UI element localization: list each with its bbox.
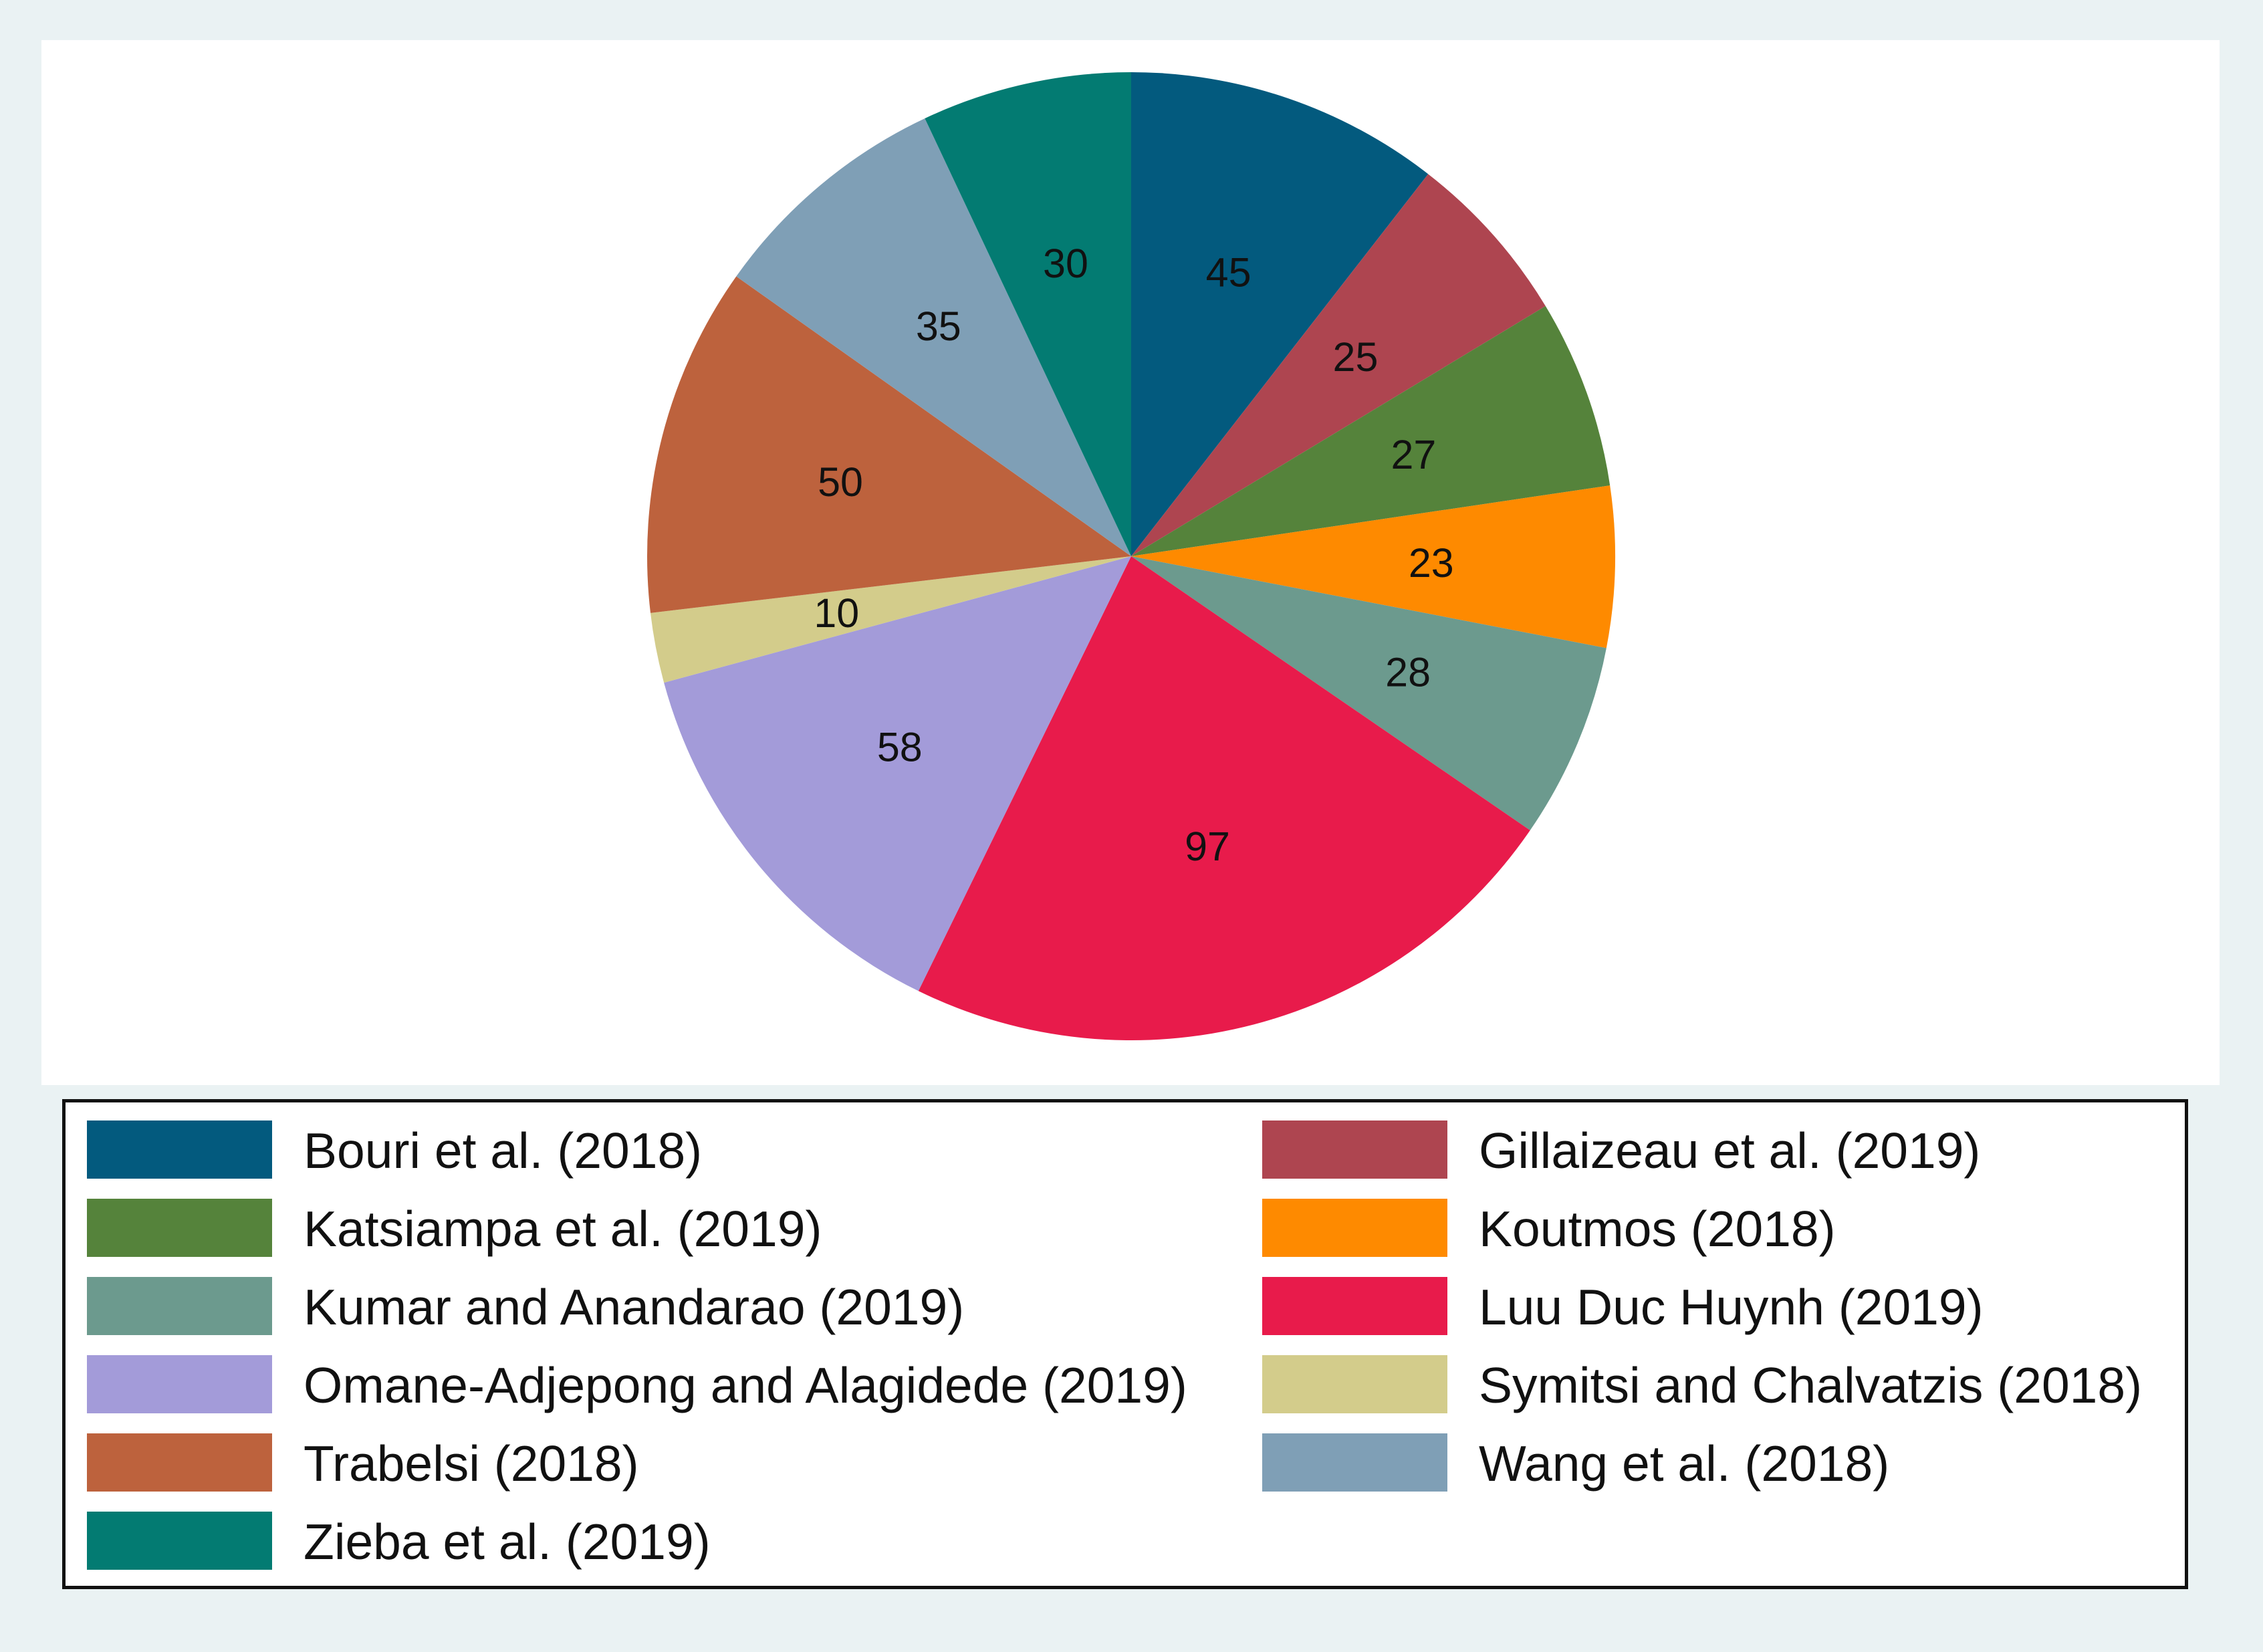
pie-slice-bouri-et-al-2018 bbox=[1131, 72, 1429, 556]
legend-label: Omane-Adjepong and Alagidede (2019) bbox=[304, 1357, 1187, 1413]
slice-value-label-bouri-et-al-2018: 45 bbox=[1206, 249, 1252, 295]
legend-label: Zieba et al. (2019) bbox=[304, 1514, 711, 1570]
slice-value-label-kumar-and-anandarao-2019: 28 bbox=[1385, 649, 1431, 695]
slice-value-label-symitsi-and-chalvatzis-2018: 10 bbox=[814, 590, 859, 636]
pie-slice-koutmos-2018 bbox=[1131, 485, 1615, 648]
legend-swatch bbox=[87, 1120, 272, 1179]
slice-value-label-gillaizeau-et-al-2019: 25 bbox=[1333, 334, 1379, 380]
legend-label: Trabelsi (2018) bbox=[304, 1435, 639, 1492]
pie-chart: 45 25 27 23 28 97 58 10 50 35 30 bbox=[647, 72, 1615, 1040]
pie-slice-labels: 45 25 27 23 28 97 58 10 50 35 30 bbox=[814, 241, 1453, 869]
legend-label: Gillaizeau et al. (2019) bbox=[1479, 1123, 1981, 1179]
legend-label: Wang et al. (2018) bbox=[1479, 1435, 1890, 1492]
slice-value-label-luu-duc-huynh-2019: 97 bbox=[1185, 824, 1230, 869]
pie-slices bbox=[647, 72, 1615, 1040]
legend-swatch bbox=[1262, 1277, 1447, 1335]
pie-slice-wang-et-al-2018 bbox=[736, 118, 1131, 557]
legend-label: Katsiampa et al. (2019) bbox=[304, 1201, 822, 1257]
legend-swatch bbox=[87, 1512, 272, 1570]
legend-label: Luu Duc Huynh (2019) bbox=[1479, 1279, 1984, 1335]
pie-slice-gillaizeau-et-al-2019 bbox=[1131, 174, 1546, 556]
slice-value-label-katsiampa-et-al-2019: 27 bbox=[1391, 432, 1437, 477]
legend-swatch bbox=[1262, 1433, 1447, 1492]
pie-slice-symitsi-and-chalvatzis-2018 bbox=[650, 556, 1131, 683]
plot-region: 45 25 27 23 28 97 58 10 50 35 30 bbox=[41, 40, 2220, 1085]
legend-swatch bbox=[1262, 1355, 1447, 1413]
pie-slice-kumar-and-anandarao-2019 bbox=[1131, 556, 1606, 830]
pie-slice-zieba-et-al-2019 bbox=[925, 72, 1131, 556]
legend-label: Symitsi and Chalvatzis (2018) bbox=[1479, 1357, 2143, 1413]
legend: Bouri et al. (2018) Gillaizeau et al. (20… bbox=[62, 1099, 2188, 1589]
pie-slice-omane-adjepong-and-alagidede-2019 bbox=[664, 556, 1131, 991]
slice-value-label-koutmos-2018: 23 bbox=[1409, 540, 1454, 586]
legend-label: Koutmos (2018) bbox=[1479, 1201, 1836, 1257]
legend-swatch bbox=[87, 1433, 272, 1492]
legend-swatch bbox=[1262, 1120, 1447, 1179]
slice-value-label-zieba-et-al-2019: 30 bbox=[1043, 241, 1088, 286]
slice-value-label-wang-et-al-2018: 35 bbox=[916, 304, 961, 349]
legend-swatch bbox=[87, 1199, 272, 1257]
legend-swatch bbox=[1262, 1199, 1447, 1257]
pie-slice-katsiampa-et-al-2019 bbox=[1131, 306, 1611, 556]
pie-slice-trabelsi-2018 bbox=[647, 276, 1131, 613]
slice-value-label-trabelsi-2018: 50 bbox=[818, 459, 863, 505]
legend-label: Bouri et al. (2018) bbox=[304, 1123, 703, 1179]
legend-swatch bbox=[87, 1277, 272, 1335]
legend-label: Kumar and Anandarao (2019) bbox=[304, 1279, 965, 1335]
pie-slice-luu-duc-huynh-2019 bbox=[918, 556, 1530, 1040]
legend-swatch bbox=[87, 1355, 272, 1413]
slice-value-label-omane-adjepong-and-alagidede-2019: 58 bbox=[877, 725, 923, 770]
